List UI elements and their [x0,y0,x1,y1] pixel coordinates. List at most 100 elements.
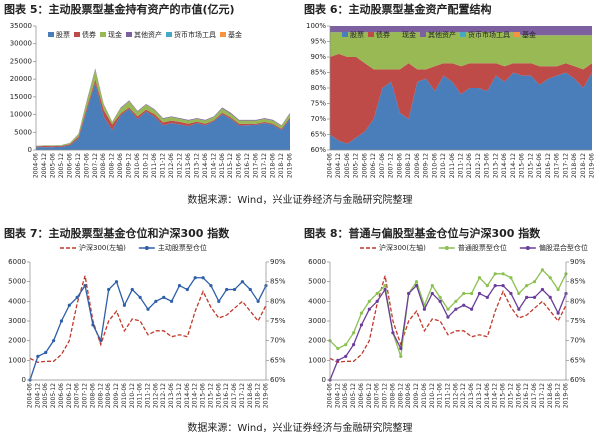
x-tick-label: 2013-06 [185,153,192,178]
point [256,299,260,303]
point [344,354,348,358]
x-tick-label: 2006-06 [66,153,73,178]
x-tick-label: 2014-06 [484,383,491,408]
y-tick-label: 70% [310,115,326,123]
x-tick-label: 2006-12 [366,383,373,408]
y2-tick-label: 65% [270,356,286,364]
y2-tick-label: 70% [570,337,586,345]
point [240,280,244,284]
x-tick-label: 2018-12 [255,383,262,408]
x-tick-label: 2010-06 [421,383,428,408]
point [185,287,189,292]
legend-label: 主动股票型仓位 [158,243,207,252]
point [407,291,411,296]
x-tick-label: 2006-12 [370,153,377,178]
x-tick-label: 2018-12 [278,153,285,178]
x-tick-label: 2015-12 [227,153,234,178]
area [36,79,290,148]
line [29,277,267,381]
x-tick-label: 2019-06 [563,383,570,408]
y2-tick-label: 75% [570,317,586,325]
x-tick-label: 2004-06 [327,153,334,178]
area [36,69,290,147]
y-tick-label: 0 [22,376,26,384]
x-tick-label: 2007-12 [382,383,389,408]
source-note: 数据来源：Wind，兴业证券经济与金融研究院整理 [187,421,412,434]
x-tick-label: 2012-12 [460,383,467,408]
y-tick-label: 95% [310,38,326,46]
point [501,284,505,288]
y-tick-label: 5000 [14,128,32,136]
point [517,307,521,311]
x-tick-label: 2012-12 [475,153,482,178]
x-tick-label: 2017-12 [562,153,569,178]
x-tick-label: 2007-06 [74,383,81,408]
y-tick-label: 90% [310,53,326,61]
x-tick-label: 2013-12 [476,383,483,408]
legend-label: 债券 [82,30,96,39]
legend-marker [444,246,449,250]
x-tick-label: 2006-06 [358,383,365,408]
point [485,295,489,299]
x-tick-label: 2016-06 [236,153,243,178]
x-tick-label: 2010-12 [143,153,150,178]
x-tick-label: 2010-06 [121,383,128,408]
line [329,284,567,381]
x-tick-label: 2008-12 [397,383,404,408]
x-tick-label: 2004-06 [327,383,334,408]
point [375,291,379,296]
legend-label: 基金 [228,30,242,39]
x-tick-label: 2013-12 [176,383,183,408]
x-tick-label: 2015-06 [500,383,507,408]
x-tick-label: 2015-12 [527,153,534,178]
y-tick-label: 10000 [10,111,32,119]
point [485,284,489,288]
point [375,299,379,303]
point [201,276,205,280]
x-tick-label: 2005-06 [344,153,351,178]
point [352,343,356,347]
x-tick-label: 2011-06 [437,383,444,408]
y-tick-label: 1000 [308,356,326,364]
point [470,307,474,311]
y-tick-label: 3000 [308,317,326,325]
point [130,287,134,292]
point [477,291,482,296]
chart-title: 图表 6：主动股票型基金资产配置结构 [304,2,491,16]
x-tick-label: 2010-12 [440,153,447,178]
point [454,307,458,311]
y-tick-label: 65% [310,131,326,139]
x-tick-label: 2011-12 [160,153,167,178]
x-tick-label: 2014-12 [492,383,499,408]
x-tick-label: 2012-12 [176,153,183,178]
x-tick-label: 2008-06 [389,383,396,408]
x-tick-label: 2014-06 [202,153,209,178]
legend-swatch [220,32,226,37]
legend-swatch [514,32,520,37]
y-tick-label: 80% [310,84,326,92]
x-tick-label: 2004-12 [335,153,342,178]
y-tick-label: 0 [322,376,326,384]
chart-title: 图表 7：主动股票型基金仓位和沪深300 指数 [4,226,230,240]
point [525,295,529,299]
point [367,307,371,311]
area [330,53,592,144]
point [438,299,442,303]
x-tick-label: 2018-12 [555,383,562,408]
x-tick-label: 2014-06 [184,383,191,408]
legend-swatch [100,32,106,37]
point [430,291,434,296]
x-tick-label: 2004-06 [27,383,34,408]
x-tick-label: 2009-12 [113,383,120,408]
point [91,323,95,327]
x-tick-label: 2008-12 [97,383,104,408]
point [352,331,356,335]
x-tick-label: 2012-06 [168,153,175,178]
legend-swatch [126,32,132,37]
y-tick-label: 6000 [308,258,326,266]
y-tick-label: 5000 [8,278,26,286]
legend-label: 沪深300(左轴) [379,243,426,252]
x-tick-label: 2013-06 [468,383,475,408]
point [509,276,513,280]
y-tick-label: 2000 [308,337,326,345]
